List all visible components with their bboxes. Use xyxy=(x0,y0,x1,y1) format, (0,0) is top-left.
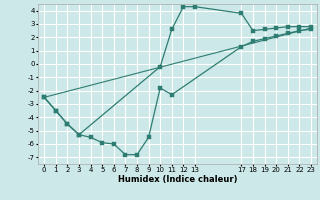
X-axis label: Humidex (Indice chaleur): Humidex (Indice chaleur) xyxy=(118,175,237,184)
